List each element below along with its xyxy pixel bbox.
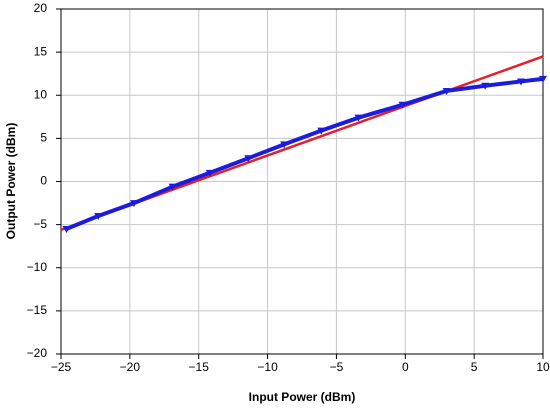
data-marker (129, 200, 138, 208)
data-marker (94, 213, 103, 220)
y-axis-title: Output Power (dBm) (4, 123, 18, 240)
x-tick-label: −15 (189, 360, 210, 374)
y-tick-label: −5 (33, 217, 47, 231)
x-axis-title: Input Power (dBm) (249, 390, 356, 404)
x-tick-label: −10 (257, 360, 278, 374)
y-tick-label: 10 (34, 87, 48, 101)
x-tick-label: −5 (330, 360, 344, 374)
data-marker (62, 225, 71, 233)
x-tick-label: −20 (120, 360, 141, 374)
data-marker (398, 101, 407, 109)
y-tick-label: 0 (40, 174, 47, 188)
data-marker (516, 78, 525, 86)
data-marker (280, 141, 289, 149)
y-tick-label: −15 (27, 303, 48, 317)
data-marker (168, 183, 177, 191)
y-tick-label: 15 (34, 44, 48, 58)
y-tick-label: 20 (34, 1, 48, 15)
data-line (65, 76, 544, 231)
data-marker (205, 169, 214, 177)
y-tick-label: 5 (40, 131, 47, 145)
x-tick-label: 10 (536, 360, 550, 374)
data-marker (354, 114, 363, 122)
y-tick-label: −10 (27, 260, 48, 274)
data-marker (481, 82, 490, 90)
data-marker (442, 87, 451, 95)
x-tick-label: 5 (471, 360, 478, 374)
data-marker (244, 155, 253, 163)
x-tick-label: −25 (51, 360, 72, 374)
x-tick-label: 0 (402, 360, 409, 374)
data-marker (539, 75, 547, 83)
data-marker (317, 127, 326, 135)
y-tick-label: −20 (27, 346, 48, 360)
plot-frame (60, 8, 544, 355)
